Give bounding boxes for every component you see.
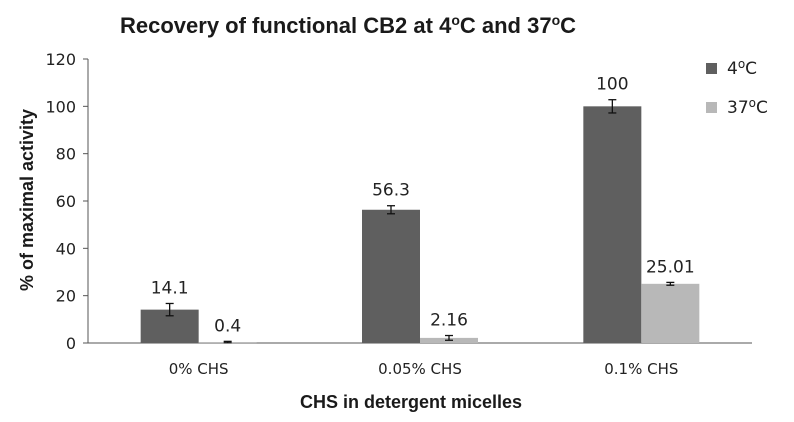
y-tick-label: 0 xyxy=(66,334,76,353)
legend-label: 4oC xyxy=(727,57,757,79)
chart-title: Recovery of functional CB2 at 4oC and 37… xyxy=(120,12,576,38)
legend-swatch xyxy=(706,102,717,113)
y-axis-title: % of maximal activity xyxy=(17,109,37,291)
bar xyxy=(583,106,642,343)
x-tick-label: 0.05% CHS xyxy=(378,360,462,378)
x-tick-label: 0% CHS xyxy=(169,360,229,378)
y-tick-label: 20 xyxy=(56,287,76,306)
legend-swatch xyxy=(706,63,717,74)
legend-label: 37oC xyxy=(727,96,768,118)
bar xyxy=(362,209,420,343)
data-label: 0.4 xyxy=(214,316,241,336)
y-tick-label: 120 xyxy=(45,50,76,69)
data-label: 25.01 xyxy=(646,257,695,277)
bars: 14.1 0.4 56.3 2.16 100 25.01 xyxy=(140,75,700,344)
x-axis-title: CHS in detergent micelles xyxy=(300,392,522,412)
y-tick-label: 80 xyxy=(56,145,76,164)
bar xyxy=(641,283,700,343)
y-tick-label: 40 xyxy=(56,239,76,258)
data-label: 56.3 xyxy=(372,181,410,201)
data-label: 14.1 xyxy=(151,278,189,298)
legend: 4oC 37oC xyxy=(706,57,768,118)
data-label: 100 xyxy=(596,75,628,95)
axes: 0 20 40 60 80 100 120 0% CHS 0.05% CHS 0.1% CHS xyxy=(45,50,752,378)
x-tick-label: 0.1% CHS xyxy=(604,360,678,378)
data-label: 2.16 xyxy=(430,311,468,331)
y-tick-label: 100 xyxy=(45,97,76,116)
y-tick-label: 60 xyxy=(56,192,76,211)
